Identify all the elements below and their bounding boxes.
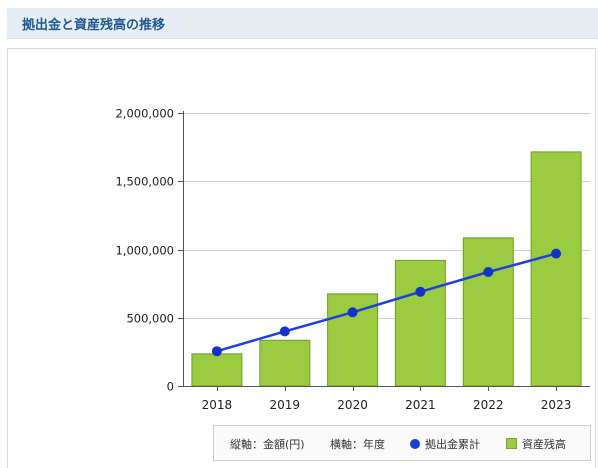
- axis-layer: [178, 111, 590, 391]
- legend-x-axis-note: 横軸：年度: [330, 438, 385, 451]
- line-point-2019: [279, 326, 290, 337]
- section-title: 拠出金と資産残高の推移: [22, 18, 166, 33]
- y-tick-label: 2,000,000: [115, 107, 174, 121]
- legend-line-entry: 拠出金累計: [410, 436, 480, 452]
- bar-2019: [259, 339, 311, 387]
- x-tick-label: 2020: [337, 398, 368, 412]
- x-tick-label: 2022: [473, 398, 504, 412]
- bar-2023: [530, 151, 582, 387]
- x-tick-label: 2023: [541, 398, 572, 412]
- bar-2021: [394, 259, 446, 387]
- legend-bar-label: 資産残高: [522, 438, 566, 451]
- legend-bar-swatch-icon: [506, 438, 517, 449]
- cumulative-line: [216, 252, 557, 353]
- legend-line-marker-icon: [410, 439, 420, 449]
- x-tick-label: 2018: [202, 398, 233, 412]
- label-layer: 0 500,000 1,000,000 1,500,000 2,000,000 2018 2…: [115, 107, 571, 413]
- line-point-2022: [483, 267, 494, 277]
- x-tick-label: 2021: [405, 398, 436, 412]
- bar-layer: [191, 151, 582, 387]
- legend-line-label: 拠出金累計: [425, 438, 480, 451]
- y-tick-label: 1,500,000: [115, 175, 174, 189]
- y-tick-label: 1,000,000: [115, 244, 174, 258]
- bar-2022: [462, 237, 514, 387]
- line-layer: [211, 248, 562, 357]
- x-tick-label: 2019: [269, 398, 300, 412]
- y-tick-label: 500,000: [126, 312, 174, 326]
- y-tick-label: 0: [167, 380, 174, 394]
- line-point-2021: [415, 286, 426, 297]
- bar-2018: [191, 353, 243, 387]
- legend-bar-entry: 資産残高: [506, 436, 566, 452]
- line-point-2020: [347, 307, 358, 318]
- section-header: 拠出金と資産残高の推移: [7, 8, 598, 39]
- line-point-2018: [211, 346, 222, 357]
- legend-y-axis-note: 縦軸：金額(円): [230, 438, 305, 451]
- chart-legend: 縦軸：金額(円) 横軸：年度 拠出金累計 資産残高: [213, 425, 591, 461]
- line-point-2023: [551, 248, 562, 259]
- grid-layer: [183, 113, 590, 319]
